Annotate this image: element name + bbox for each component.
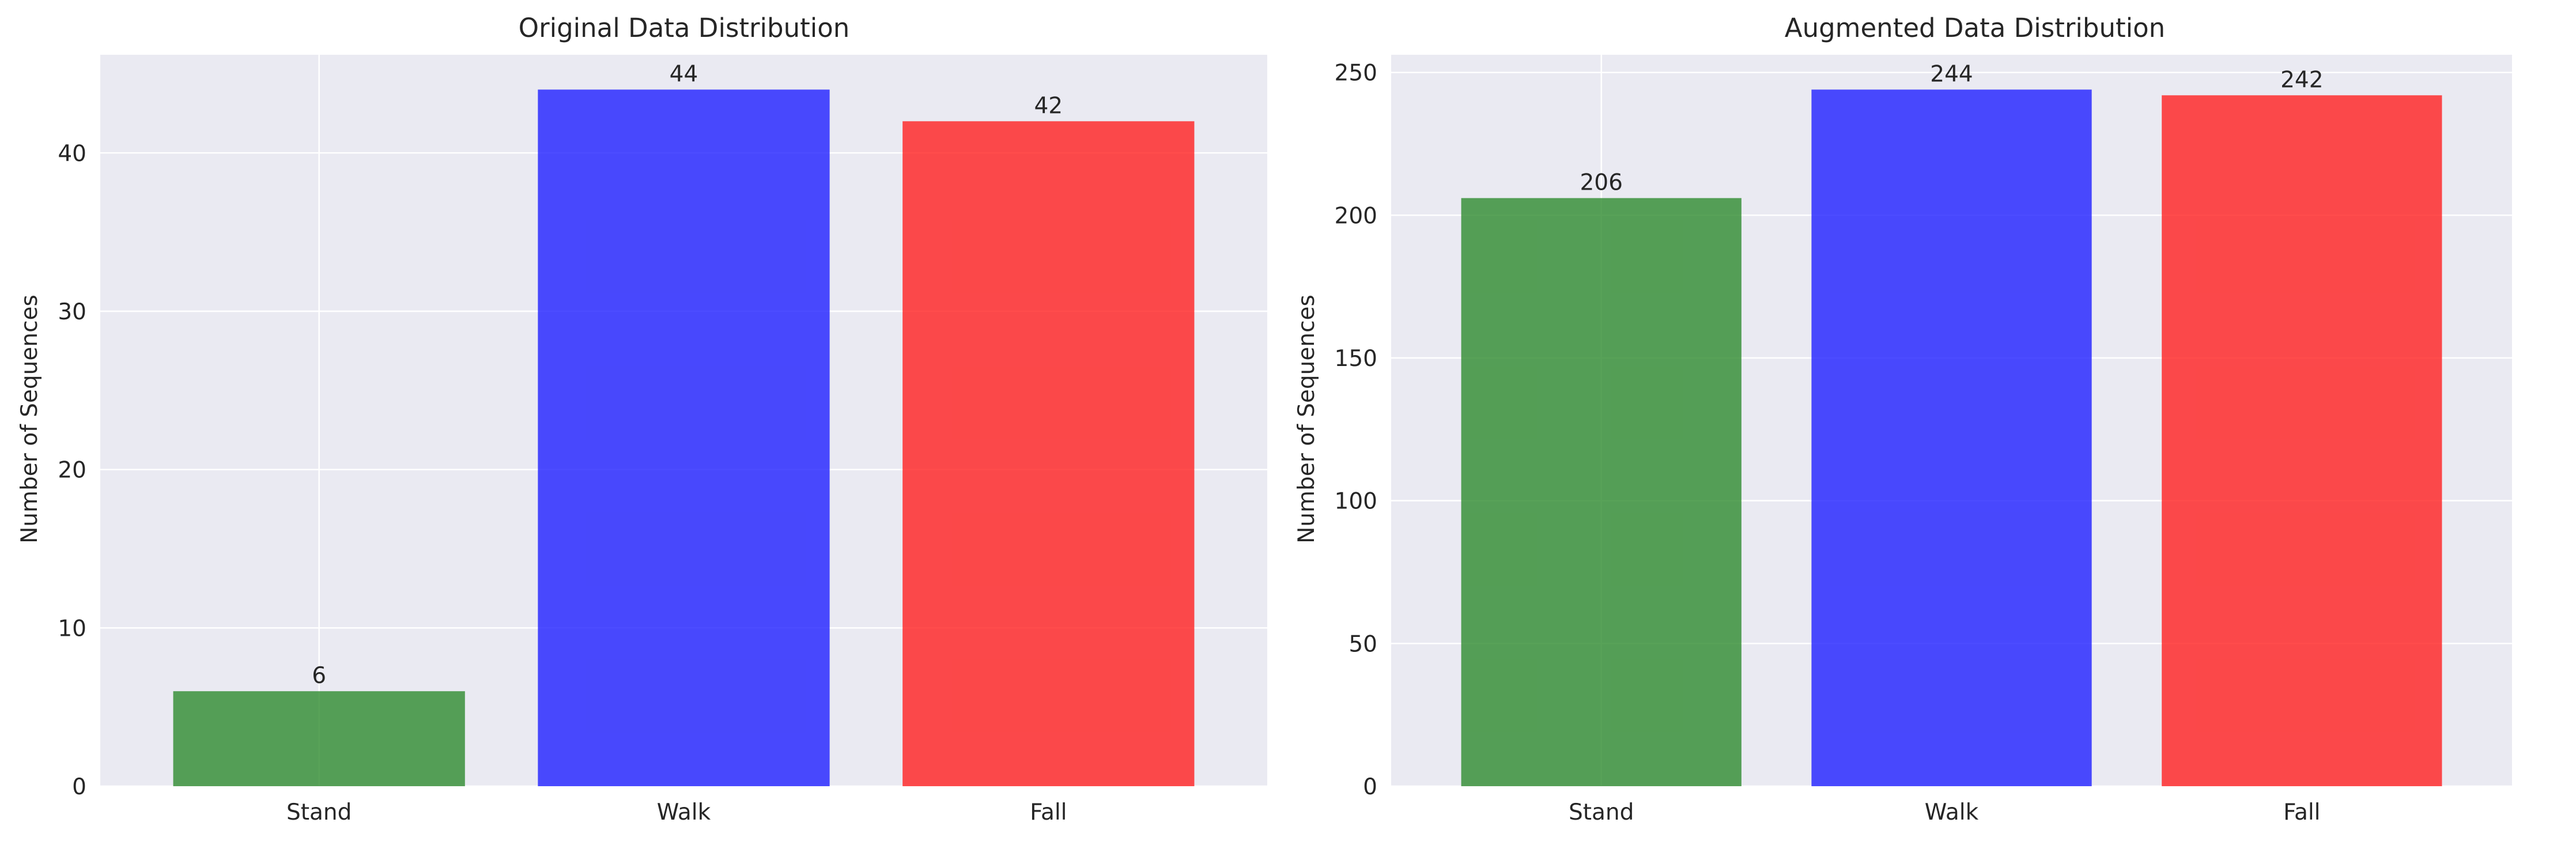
y-tick-label: 40 bbox=[58, 141, 86, 167]
y-tick-label: 50 bbox=[1349, 631, 1377, 657]
y-tick-label: 0 bbox=[72, 774, 86, 800]
x-tick-label-walk: Walk bbox=[1925, 799, 1979, 825]
data-label-fall: 242 bbox=[2280, 67, 2323, 93]
x-tick-label-stand: Stand bbox=[1569, 799, 1634, 825]
y-axis-label: Number of Sequences bbox=[1294, 295, 1320, 544]
data-label-fall: 42 bbox=[1034, 93, 1063, 119]
chart-title: Original Data Distribution bbox=[519, 13, 850, 43]
y-tick-label: 100 bbox=[1335, 489, 1377, 515]
y-tick-label: 0 bbox=[1363, 774, 1377, 800]
bar-walk bbox=[538, 89, 830, 786]
x-tick-label-fall: Fall bbox=[1030, 799, 1067, 825]
chart-original-distribution: 0 10 20 30 40 6 Stand 44 Walk 42 Fall Original Data… bbox=[17, 13, 1267, 825]
y-tick-label: 20 bbox=[58, 458, 86, 484]
x-tick-label-walk: Walk bbox=[657, 799, 711, 825]
bar-stand bbox=[173, 691, 465, 786]
y-tick-label: 150 bbox=[1335, 346, 1377, 372]
x-tick-label-fall: Fall bbox=[2283, 799, 2320, 825]
bar-stand bbox=[1461, 198, 1742, 787]
y-axis-label: Number of Sequences bbox=[17, 295, 43, 544]
y-tick-label: 200 bbox=[1335, 203, 1377, 229]
bar-fall bbox=[902, 121, 1195, 786]
chart-augmented-distribution: 0 50 100 150 200 250 206 Stand 244 Walk 242 Fall Aug… bbox=[1294, 13, 2512, 825]
y-tick-label: 250 bbox=[1335, 61, 1377, 86]
data-label-walk: 44 bbox=[670, 61, 698, 87]
data-label-stand: 6 bbox=[312, 663, 326, 689]
y-tick-label: 10 bbox=[58, 616, 86, 642]
data-label-stand: 206 bbox=[1580, 170, 1622, 196]
x-tick-label-stand: Stand bbox=[286, 799, 352, 825]
data-label-walk: 244 bbox=[1930, 61, 1973, 87]
y-tick-label: 30 bbox=[58, 299, 86, 325]
bar-walk bbox=[1811, 89, 2092, 786]
bar-fall bbox=[2162, 95, 2442, 786]
chart-title: Augmented Data Distribution bbox=[1785, 13, 2165, 43]
